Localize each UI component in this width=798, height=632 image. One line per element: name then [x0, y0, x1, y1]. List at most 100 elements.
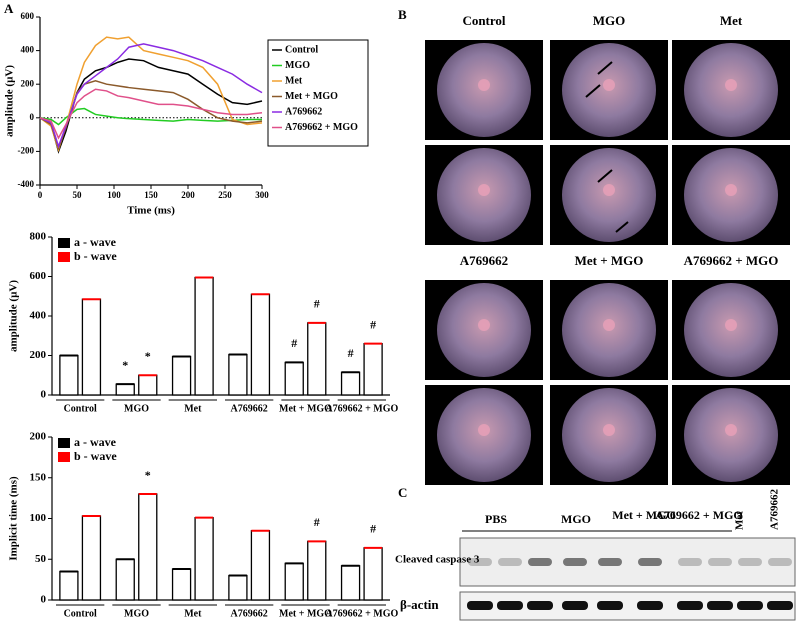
legend-label: Control	[285, 44, 318, 55]
bar	[171, 568, 192, 601]
arrow	[585, 84, 601, 98]
x-tick-label: A769662 + MGO	[325, 608, 398, 619]
x-tick-label: Met	[184, 403, 202, 414]
x-tick-label: 50	[73, 190, 83, 200]
bar	[194, 276, 214, 396]
bar	[307, 540, 327, 601]
legend-label: a - wave	[74, 435, 117, 449]
panel-label: C	[398, 485, 407, 500]
x-tick-label: A769662	[231, 608, 268, 619]
fundus-label: Met	[720, 13, 743, 28]
trace	[39, 36, 263, 153]
band	[467, 601, 493, 610]
x-tick-label: A769662 + MGO	[325, 403, 398, 414]
y-tick-label: 400	[30, 310, 47, 322]
panel-label: B	[398, 7, 407, 22]
bar	[59, 570, 79, 601]
optic-disc	[478, 79, 490, 91]
y-tick-label: 800	[30, 231, 47, 243]
lane-label: Met + MGO	[612, 508, 675, 522]
bar	[250, 293, 271, 396]
x-tick-label: 100	[107, 190, 121, 200]
x-tick-label: MGO	[124, 403, 149, 414]
lane-label: A769662	[769, 489, 781, 530]
trace	[39, 107, 262, 126]
x-tick-label: Control	[64, 403, 97, 414]
optic-disc	[478, 424, 490, 436]
arrow	[615, 221, 629, 233]
x-tick-label: 200	[181, 190, 195, 200]
legend-label: MGO	[285, 60, 310, 71]
legend-swatch	[58, 452, 70, 462]
arrow	[597, 169, 613, 183]
x-tick-label: 150	[144, 190, 158, 200]
bar	[340, 565, 361, 601]
legend-label: Met + MGO	[285, 91, 338, 102]
legend-swatch	[58, 238, 70, 248]
x-tick-label: Met	[184, 608, 202, 619]
x-tick-label: MGO	[124, 608, 149, 619]
significance-mark: #	[348, 346, 354, 360]
bar	[250, 530, 271, 601]
band	[497, 601, 523, 610]
band	[563, 558, 587, 566]
legend-label: Met	[285, 75, 303, 86]
band	[738, 558, 762, 566]
band	[468, 558, 492, 566]
y-tick-label: 600	[30, 270, 47, 282]
optic-disc	[603, 424, 615, 436]
band	[527, 601, 553, 610]
band	[677, 601, 703, 610]
bar	[363, 342, 383, 396]
optic-disc	[725, 79, 737, 91]
trace	[39, 43, 263, 149]
lane-label: A769662 + MGO	[655, 508, 743, 522]
x-tick-label: 0	[38, 190, 43, 200]
band	[708, 558, 732, 566]
significance-mark: #	[370, 317, 376, 331]
optic-disc	[603, 319, 615, 331]
y-tick-label: 200	[30, 349, 47, 361]
trace	[39, 88, 263, 140]
band	[678, 558, 702, 566]
legend-label: b - wave	[74, 449, 117, 463]
band	[598, 558, 622, 566]
significance-mark: *	[145, 468, 151, 482]
y-tick-label: -400	[18, 179, 35, 189]
y-tick-label: 0	[41, 389, 47, 401]
legend-label: A769662 + MGO	[285, 122, 358, 133]
fundus-panel: Control MGO Met A769662 Met + MGO A769662 + M…	[425, 13, 790, 485]
lane-label: Met	[734, 511, 746, 530]
band	[767, 601, 793, 610]
bar	[138, 493, 158, 601]
legend-swatch	[58, 252, 70, 262]
bar	[340, 371, 361, 396]
band	[638, 558, 662, 566]
y-tick-label: -200	[18, 145, 35, 155]
y-tick-label: 400	[21, 45, 35, 55]
x-tick-label: Met + MGO	[279, 608, 332, 619]
bar	[138, 374, 158, 396]
bar	[115, 383, 135, 396]
optic-disc	[725, 184, 737, 196]
legend-label: b - wave	[74, 249, 117, 263]
fundus-label: Control	[462, 13, 505, 28]
fundus-label: A769662 + MGO	[684, 253, 779, 268]
band	[637, 601, 663, 610]
bar	[228, 353, 248, 396]
legend-swatch	[58, 438, 70, 448]
significance-mark: *	[122, 358, 128, 372]
row-label: Cleaved caspase 3	[395, 554, 480, 566]
trace	[39, 58, 263, 154]
significance-mark: #	[291, 336, 297, 350]
optic-disc	[603, 79, 615, 91]
bar	[284, 361, 304, 396]
fundus-label: Met + MGO	[575, 253, 644, 268]
panel-label: A	[4, 1, 14, 16]
bar	[194, 517, 214, 601]
band	[768, 558, 792, 566]
optic-disc	[603, 184, 615, 196]
bar	[171, 355, 192, 396]
lane-label: MGO	[561, 512, 591, 526]
